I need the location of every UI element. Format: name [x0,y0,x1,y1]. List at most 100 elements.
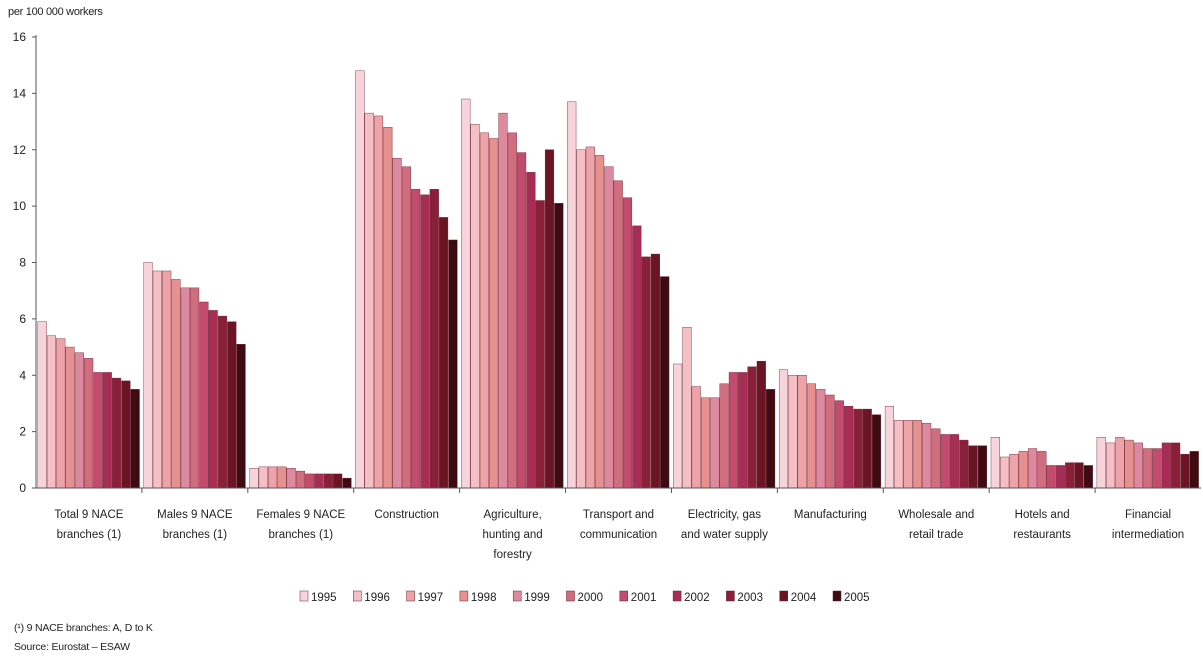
y-tick-label: 14 [13,86,27,100]
bar-1995-cat-1 [143,262,153,489]
bar-2000-cat-0 [84,358,94,489]
legend-label-1998: 1998 [471,592,497,604]
bar-1999-cat-10 [1133,442,1143,489]
bar-1996-cat-0 [46,335,56,489]
bar-1998-cat-2 [277,466,287,489]
bar-2004-cat-6 [756,360,766,489]
bar-1997-cat-10 [1115,437,1125,489]
bar-2005-cat-1 [236,344,246,489]
legend-swatch-2000 [566,590,575,602]
legend-swatch-2005 [832,590,842,602]
bar-1995-cat-3 [355,70,365,489]
category-label: branches (1) [57,529,122,541]
bar-2004-cat-4 [544,149,555,489]
category-label: branches (1) [163,529,228,541]
bar-2000-cat-5 [613,180,623,489]
bar-1997-cat-0 [56,338,66,489]
bar-1997-cat-4 [479,132,489,489]
category-label: Total 9 NACE [54,509,123,521]
legend-label-2001: 2001 [631,592,657,604]
bar-2005-cat-9 [1083,465,1093,489]
bar-2004-cat-1 [227,321,237,489]
category-label: Males 9 NACE [157,509,233,521]
bar-1997-cat-3 [373,115,384,489]
category-label: branches (1) [268,529,333,541]
legend-label-1995: 1995 [311,592,337,604]
bar-1997-cat-1 [162,270,172,489]
bar-1997-cat-5 [585,146,595,489]
bar-1995-cat-2 [249,468,259,489]
bar-1996-cat-10 [1105,442,1116,489]
legend-swatch-2002 [672,590,682,602]
legend-label-2005: 2005 [844,592,870,604]
bar-1998-cat-0 [65,346,75,489]
bar-2002-cat-2 [314,473,324,489]
legend-swatch-1996 [353,590,362,602]
category-label: and water supply [681,529,768,541]
bar-2004-cat-3 [439,217,449,489]
bar-2003-cat-3 [429,189,439,489]
category-label: Wholesale and [898,509,974,521]
legend-swatch-1998 [459,590,469,602]
bar-2005-cat-7 [871,414,882,489]
bar-1995-cat-6 [673,363,683,489]
bar-1999-cat-8 [922,422,932,489]
bar-1998-cat-5 [595,155,605,489]
category-label: restaurants [1013,529,1071,541]
bar-2000-cat-7 [825,394,835,489]
bar-2001-cat-3 [411,189,421,489]
category-label: Hotels and [1015,509,1070,521]
bar-1998-cat-8 [912,420,922,489]
bar-2002-cat-8 [949,434,960,489]
bar-2004-cat-10 [1180,453,1190,489]
bar-1999-cat-5 [604,166,614,489]
bar-1995-cat-0 [37,321,47,489]
bar-2002-cat-7 [844,406,854,489]
y-tick-label: 16 [13,30,27,44]
footnote-nace: (¹) 9 NACE branches: A, D to K [14,622,153,634]
bar-1999-cat-6 [710,397,720,489]
bar-2001-cat-8 [940,434,950,489]
bar-2003-cat-7 [853,408,863,489]
legend-swatch-2001 [619,590,629,602]
bar-2001-cat-1 [199,301,209,489]
legend-label-2003: 2003 [737,592,763,604]
legend-swatch-1999 [512,590,522,602]
bar-2003-cat-4 [535,200,545,489]
bar-2005-cat-10 [1189,451,1199,489]
category-label: Manufacturing [794,509,867,521]
bar-1997-cat-7 [797,375,807,489]
bar-1998-cat-9 [1018,451,1028,489]
category-label: forestry [493,549,532,561]
y-tick-label: 12 [13,143,27,157]
category-label: Agriculture, [484,509,542,521]
bar-2000-cat-4 [507,132,517,489]
bar-1996-cat-2 [258,466,268,489]
y-tick-label: 0 [19,481,26,495]
bar-2000-cat-8 [931,428,941,489]
bar-2003-cat-2 [323,473,333,489]
bar-1999-cat-9 [1027,448,1038,489]
bar-2002-cat-4 [526,172,536,489]
footnote-source: Source: Eurostat – ESAW [14,641,130,653]
y-axis-unit-label: per 100 000 workers [8,6,103,18]
bar-2003-cat-1 [217,315,228,489]
bar-2005-cat-8 [977,445,987,489]
bar-1999-cat-4 [498,112,508,489]
bar-2003-cat-6 [747,366,757,489]
bar-1995-cat-10 [1096,437,1106,489]
bar-2001-cat-6 [728,372,738,489]
bar-2001-cat-0 [93,372,103,489]
category-label: retail trade [909,529,963,541]
bar-1995-cat-9 [990,437,1000,489]
bar-2001-cat-9 [1046,465,1056,489]
bar-1995-cat-4 [461,98,471,489]
y-tick-label: 8 [19,256,26,270]
category-label: hunting and [483,529,543,541]
bar-1997-cat-2 [268,466,278,489]
bar-1997-cat-6 [691,386,701,489]
bar-2005-cat-5 [660,276,670,489]
bar-1996-cat-8 [894,420,904,489]
legend-label-1996: 1996 [364,592,390,604]
bar-1996-cat-7 [788,375,798,489]
